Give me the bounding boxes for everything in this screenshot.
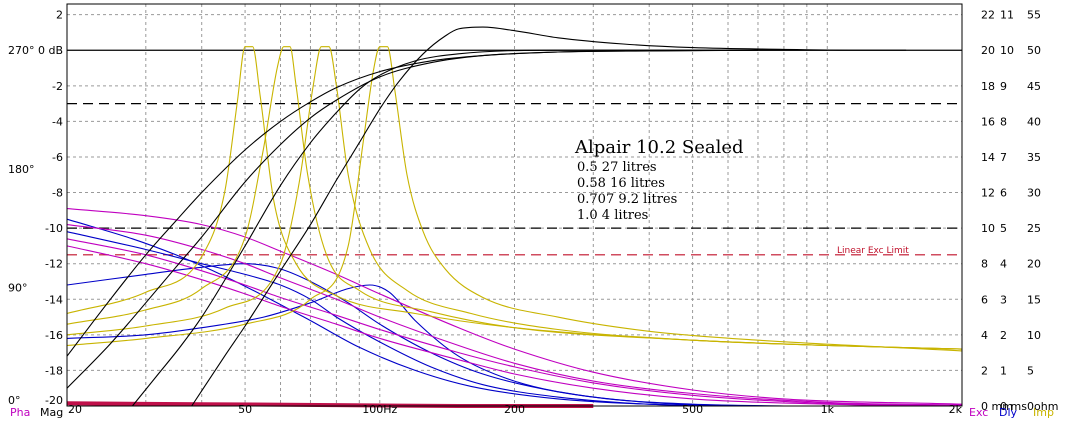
mag-tick-label: -8 xyxy=(52,187,63,200)
excursion-tick-label: 12 xyxy=(981,187,995,200)
excursion-tick-label: 10 xyxy=(981,222,995,235)
phase-tick-label: 270° xyxy=(8,44,35,57)
delay-tick-label: 9 xyxy=(1000,80,1007,93)
impedance-tick-label: 15 xyxy=(1027,293,1041,306)
delay-tick-label: 0 ms xyxy=(1000,400,1027,413)
impedance-curve-4 xyxy=(66,46,963,352)
impedance-tick-label: 45 xyxy=(1027,80,1041,93)
mag-tick-label: 0 dB xyxy=(38,44,63,57)
impedance-tick-label: 30 xyxy=(1027,187,1041,200)
excursion-curve-2 xyxy=(66,224,963,406)
delay-axis-name: Dly xyxy=(999,406,1018,419)
phase-tick-label: 180° xyxy=(8,163,35,176)
mag-tick-label: 2 xyxy=(56,9,63,22)
impedance-tick-label: 55 xyxy=(1027,9,1041,22)
chart-title: Alpair 10.2 Sealed xyxy=(574,137,744,158)
impedance-tick-label: 25 xyxy=(1027,222,1041,235)
x-tick-label: 1k xyxy=(821,403,835,416)
plot-frame xyxy=(66,3,963,407)
x-tick-label: 100Hz xyxy=(362,403,397,416)
impedance-tick-label: 50 xyxy=(1027,44,1041,57)
mag-tick-label: -6 xyxy=(52,151,63,164)
mag-tick-label: -10 xyxy=(45,222,63,235)
excursion-tick-label: 22 xyxy=(981,9,995,22)
excursion-curve-4 xyxy=(66,245,963,407)
excursion-tick-label: 4 xyxy=(981,329,988,342)
impedance-tick-label: 20 xyxy=(1027,258,1041,271)
impedance-tick-label: 40 xyxy=(1027,115,1041,128)
linear-exc-limit-label: Linear Exc Limit xyxy=(837,246,909,256)
magnitude-curve-3 xyxy=(131,49,828,407)
delay-tick-label: 5 xyxy=(1000,222,1007,235)
excursion-tick-label: 8 xyxy=(981,258,988,271)
tick-labels: 20 dB-2-4-6-8-10-12-14-16-18270°180°90°0… xyxy=(8,9,1058,416)
grid-lines xyxy=(67,4,962,406)
delay-tick-label: 1 xyxy=(1000,364,1007,377)
phase-curve-2 xyxy=(66,231,759,407)
x-tick-label: 20 xyxy=(68,403,82,416)
annotation-line-1: 0.5 27 litres xyxy=(577,160,657,175)
mag-tick-label: -2 xyxy=(52,80,63,93)
mag-tick-label: -18 xyxy=(45,364,63,377)
impedance-curve-3 xyxy=(66,46,963,350)
x-tick-label: 200 xyxy=(504,403,525,416)
impedance-tick-label: 5 xyxy=(1027,364,1034,377)
delay-tick-label: 7 xyxy=(1000,151,1007,164)
phase-tick-label: 0° xyxy=(8,394,21,407)
x-tick-label: 2k xyxy=(949,403,963,416)
mag-tick-label: -16 xyxy=(45,329,63,342)
excursion-tick-label: 14 xyxy=(981,151,995,164)
mag-tick-label: -20 xyxy=(45,394,63,407)
annotation-line-4: 1.0 4 litres xyxy=(577,208,648,223)
excursion-tick-label: 0 mm xyxy=(981,400,1013,413)
x-tick-label: 50 xyxy=(238,403,252,416)
annotation-line-2: 0.58 16 litres xyxy=(577,176,665,191)
x-tick-label: 500 xyxy=(682,403,703,416)
magnitude-curve-4 xyxy=(191,26,907,407)
phase-tick-label: 90° xyxy=(8,281,28,294)
impedance-axis-name: Imp xyxy=(1033,406,1054,419)
mag-tick-label: -4 xyxy=(52,115,63,128)
impedance-tick-label: 10 xyxy=(1027,329,1041,342)
delay-tick-label: 4 xyxy=(1000,258,1007,271)
phase-axis-name: Pha xyxy=(10,406,30,419)
magnitude-curve-2 xyxy=(66,49,759,389)
annotation-block: Alpair 10.2 Sealed 0.5 27 litres 0.58 16… xyxy=(574,137,744,223)
mag-tick-label: -12 xyxy=(45,258,63,271)
excursion-tick-label: 6 xyxy=(981,293,988,306)
phase-curve-1 xyxy=(66,218,729,407)
delay-tick-label: 11 xyxy=(1000,9,1014,22)
annotation-line-3: 0.707 9.2 litres xyxy=(577,192,677,207)
delay-tick-label: 2 xyxy=(1000,329,1007,342)
excursion-tick-label: 18 xyxy=(981,80,995,93)
excursion-curve-3 xyxy=(66,238,963,407)
excursion-axis-name: Exc xyxy=(969,406,988,419)
delay-tick-label: 6 xyxy=(1000,187,1007,200)
delay-tick-label: 3 xyxy=(1000,293,1007,306)
impedance-tick-label: 0ohm xyxy=(1027,400,1058,413)
delay-tick-label: 10 xyxy=(1000,44,1014,57)
phase-curve-4 xyxy=(66,284,784,407)
impedance-tick-label: 35 xyxy=(1027,151,1041,164)
delay-tick-label: 8 xyxy=(1000,115,1007,128)
excursion-tick-label: 2 xyxy=(981,364,988,377)
excursion-tick-label: 20 xyxy=(981,44,995,57)
mag-tick-label: -14 xyxy=(45,293,63,306)
axis-names: Pha Mag Exc Dly Imp xyxy=(10,406,1054,419)
mag-axis-name: Mag xyxy=(40,406,63,419)
excursion-curve-1 xyxy=(66,208,963,405)
excursion-tick-label: 16 xyxy=(981,115,995,128)
